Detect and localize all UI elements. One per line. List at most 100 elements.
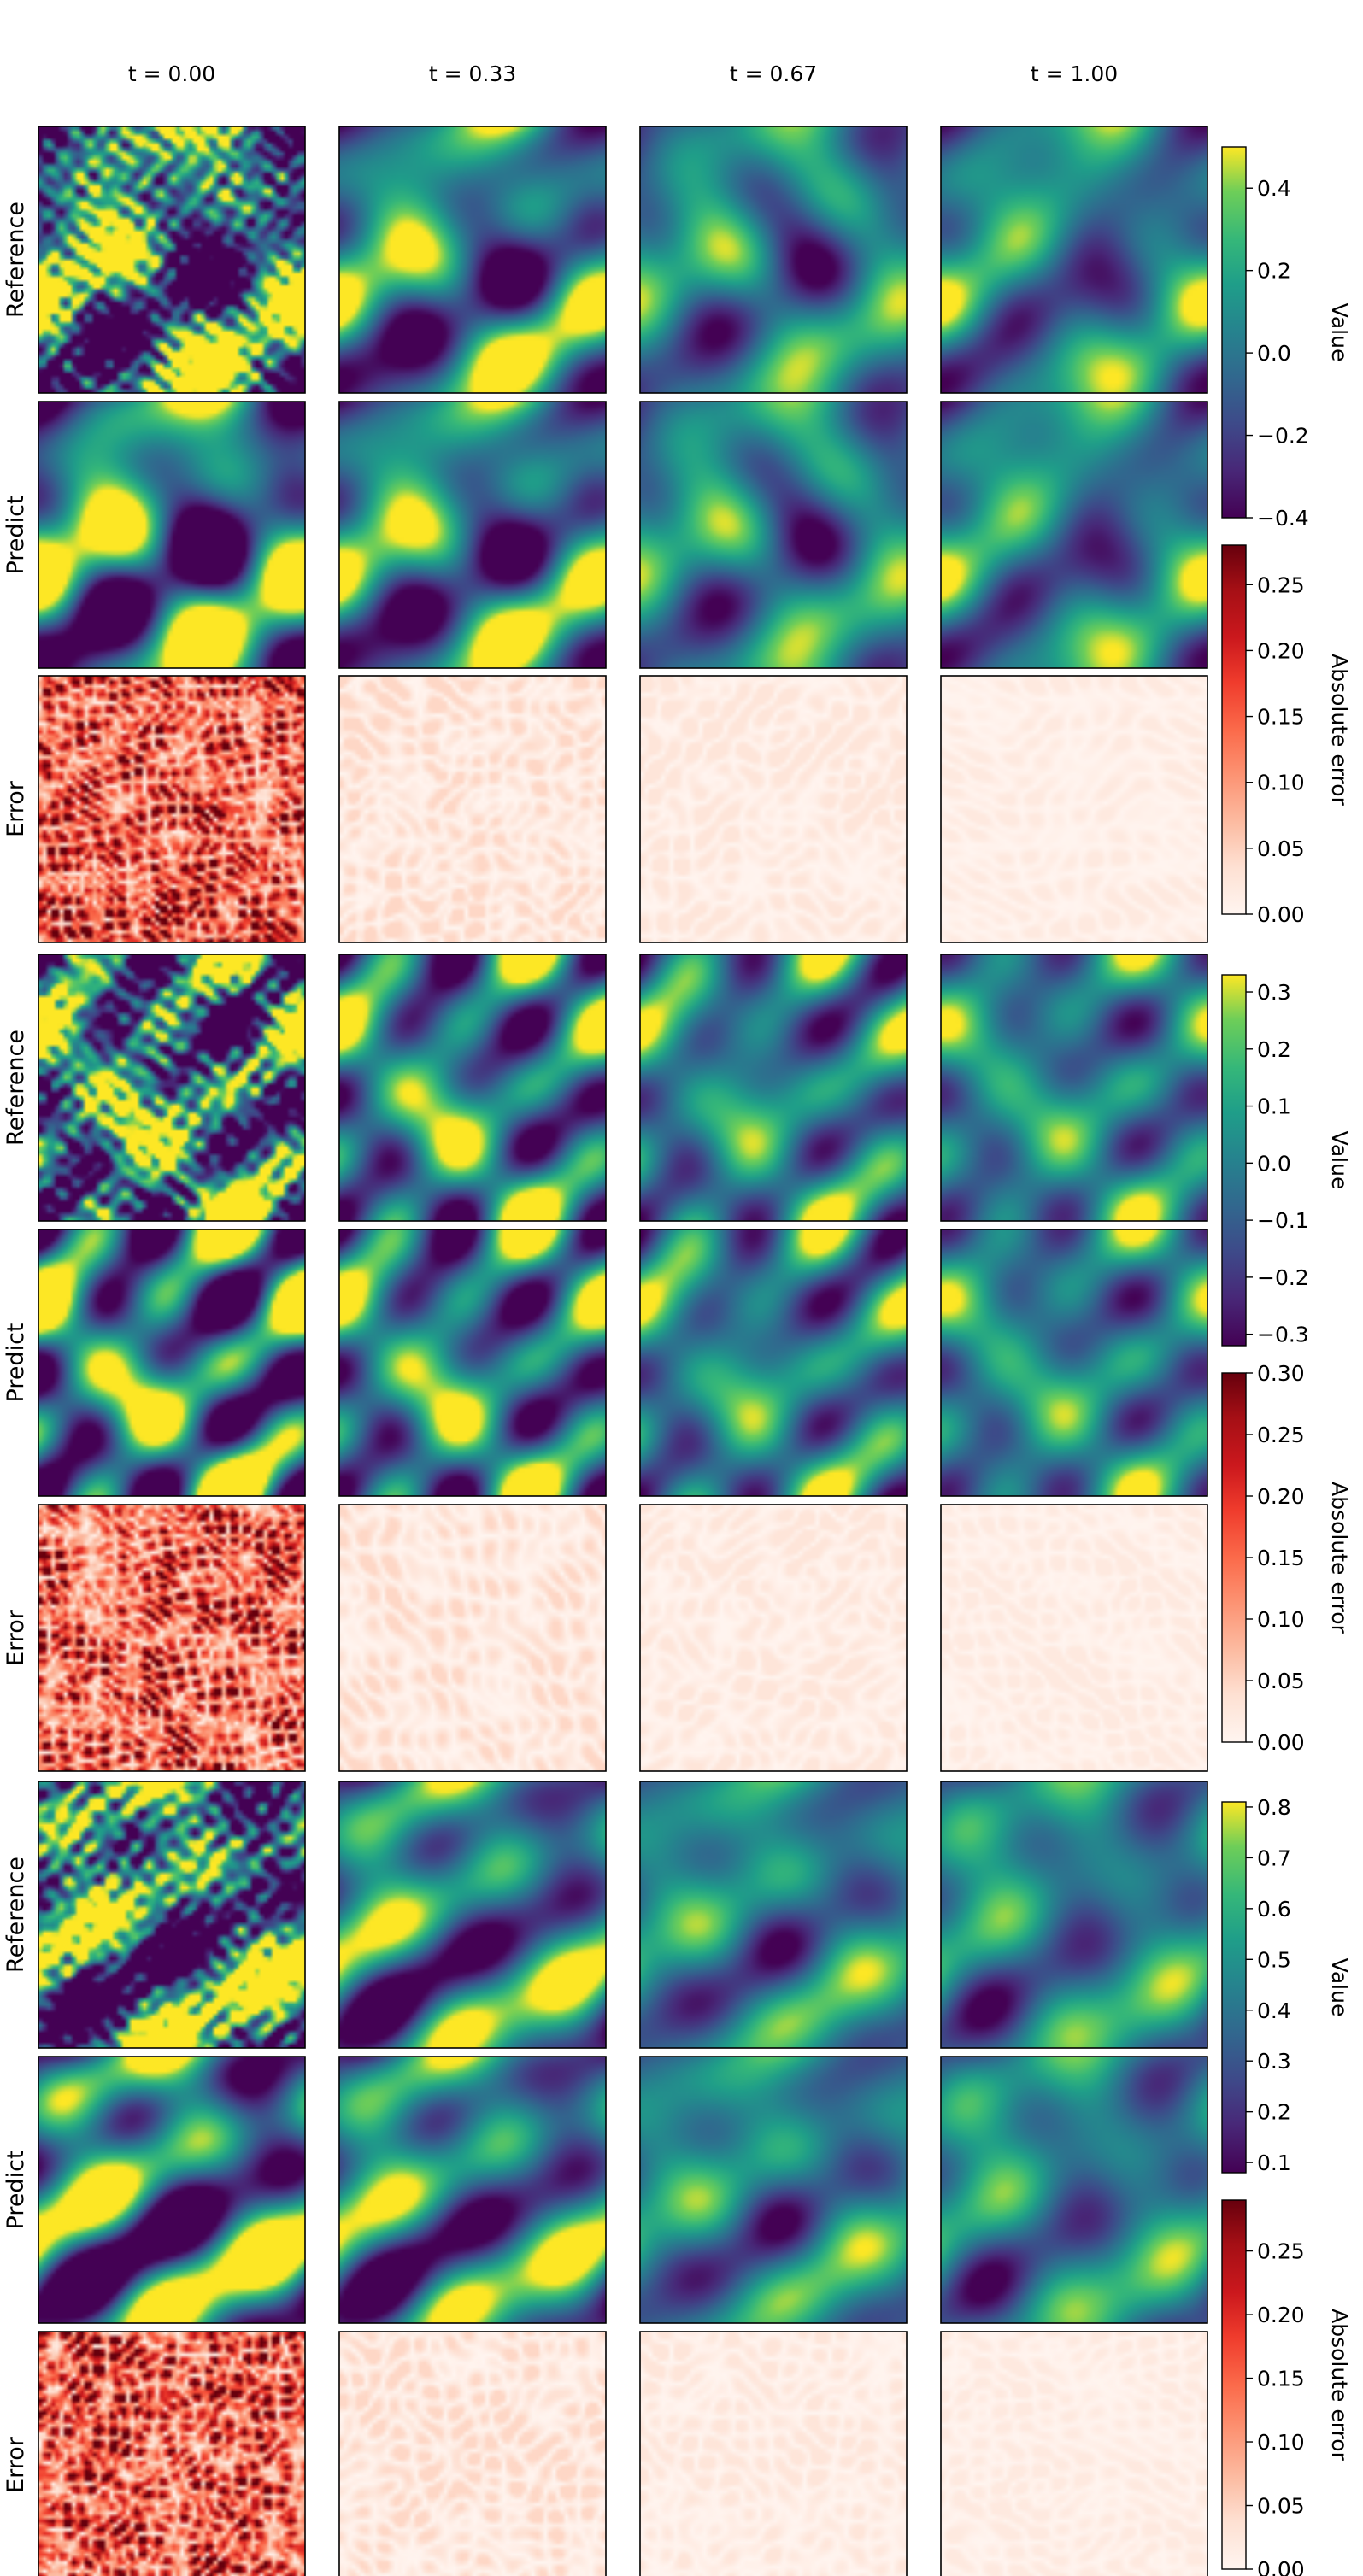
heatmap-panel-reference-g3-t1 bbox=[339, 1781, 606, 2048]
panel-frame bbox=[940, 126, 1208, 394]
colorbar-tick-label: 0.10 bbox=[1257, 1607, 1305, 1632]
panel-frame bbox=[338, 1504, 607, 1772]
colorbar-tick-label: 0.8 bbox=[1257, 1795, 1291, 1820]
heatmap-panel-reference-g2-t0 bbox=[38, 954, 305, 1221]
heatmap-panel-predict-g3-t3 bbox=[941, 2057, 1207, 2323]
row-label-reference: Reference bbox=[3, 202, 29, 318]
colorbar-tick-label: 0.3 bbox=[1257, 980, 1291, 1005]
heatmap-panel-error-g1-t3 bbox=[941, 676, 1207, 942]
colorbar-tick-label: 0.7 bbox=[1257, 1845, 1291, 1870]
heatmap-panel-error-g3-t3 bbox=[941, 2332, 1207, 2576]
heatmap-panel-reference-g3-t2 bbox=[640, 1781, 907, 2048]
value-colorbar-g2 bbox=[1221, 974, 1247, 1347]
panel-frame bbox=[639, 2056, 908, 2324]
panel-frame bbox=[38, 2331, 306, 2576]
value-colorbar-g1 bbox=[1221, 146, 1247, 519]
panel-frame bbox=[639, 1229, 908, 1497]
colorbar-tick-label: 0.3 bbox=[1257, 2049, 1291, 2074]
heatmap-panel-predict-g1-t1 bbox=[339, 402, 606, 668]
panel-frame bbox=[940, 401, 1208, 669]
heatmap-panel-reference-g3-t0 bbox=[38, 1781, 305, 2048]
panel-frame bbox=[639, 2331, 908, 2576]
heatmap-panel-error-g1-t2 bbox=[640, 676, 907, 942]
panel-frame bbox=[38, 675, 306, 943]
heatmap-panel-reference-g2-t1 bbox=[339, 954, 606, 1221]
panel-frame bbox=[940, 1504, 1208, 1772]
heatmap-panel-error-g1-t1 bbox=[339, 676, 606, 942]
colorbar-tick-label: 0.5 bbox=[1257, 1947, 1291, 1972]
colorbar-tick-label: 0.25 bbox=[1257, 572, 1305, 597]
heatmap-panel-error-g3-t2 bbox=[640, 2332, 907, 2576]
value-colorbar-label: Value bbox=[1327, 303, 1352, 362]
colorbar-tick-label: 0.2 bbox=[1257, 259, 1291, 284]
colorbar-tick-label: 0.20 bbox=[1257, 1484, 1305, 1509]
panel-frame bbox=[639, 954, 908, 1222]
colorbar-tick-label: 0.10 bbox=[1257, 771, 1305, 795]
colorbar-tick-label: 0.25 bbox=[1257, 1423, 1305, 1447]
heatmap-panel-predict-g1-t0 bbox=[38, 402, 305, 668]
row-label-error: Error bbox=[3, 1609, 29, 1666]
heatmap-panel-reference-g1-t0 bbox=[38, 126, 305, 393]
error-colorbar-label: Absolute error bbox=[1327, 1482, 1352, 1634]
panel-frame bbox=[639, 126, 908, 394]
colorbar-tick-label: 0.2 bbox=[1257, 2100, 1291, 2125]
panel-frame bbox=[940, 675, 1208, 943]
colorbar-tick-label: 0.15 bbox=[1257, 705, 1305, 730]
colorbar-tick-label: 0.4 bbox=[1257, 1998, 1291, 2023]
colorbar-tick-label: 0.00 bbox=[1257, 902, 1305, 927]
panel-frame bbox=[38, 401, 306, 669]
colorbar-tick-label: 0.15 bbox=[1257, 2367, 1305, 2391]
column-header-t1: t = 0.33 bbox=[429, 62, 516, 86]
row-label-predict: Predict bbox=[3, 496, 29, 575]
error-colorbar-label: Absolute error bbox=[1327, 654, 1352, 806]
panel-frame bbox=[338, 2056, 607, 2324]
colorbar-tick-label: 0.05 bbox=[1257, 2494, 1305, 2519]
error-colorbar-g1 bbox=[1221, 544, 1247, 915]
colorbar-tick-label: 0.1 bbox=[1257, 2151, 1291, 2175]
heatmap-panel-predict-g2-t3 bbox=[941, 1229, 1207, 1496]
heatmap-panel-error-g2-t2 bbox=[640, 1505, 907, 1771]
colorbar-tick-label: 0.00 bbox=[1257, 2557, 1305, 2576]
heatmap-panel-reference-g1-t1 bbox=[339, 126, 606, 393]
colorbar-tick-label: −0.1 bbox=[1257, 1208, 1309, 1233]
colorbar-tick-label: −0.2 bbox=[1257, 1265, 1309, 1290]
error-colorbar-g3 bbox=[1221, 2199, 1247, 2570]
heatmap-panel-error-g3-t0 bbox=[38, 2332, 305, 2576]
panel-frame bbox=[38, 1229, 306, 1497]
panel-frame bbox=[38, 954, 306, 1222]
panel-frame bbox=[639, 675, 908, 943]
colorbar-tick-label: 0.6 bbox=[1257, 1897, 1291, 1922]
colorbar-tick-label: 0.20 bbox=[1257, 2303, 1305, 2327]
panel-frame bbox=[940, 1229, 1208, 1497]
heatmap-panel-predict-g1-t2 bbox=[640, 402, 907, 668]
panel-frame bbox=[940, 2056, 1208, 2324]
panel-frame bbox=[940, 954, 1208, 1222]
heatmap-panel-predict-g2-t1 bbox=[339, 1229, 606, 1496]
heatmap-panel-predict-g2-t2 bbox=[640, 1229, 907, 1496]
heatmap-panel-reference-g2-t2 bbox=[640, 954, 907, 1221]
colorbar-tick-label: 0.0 bbox=[1257, 1151, 1291, 1176]
panel-frame bbox=[38, 1781, 306, 2049]
heatmap-panel-predict-g1-t3 bbox=[941, 402, 1207, 668]
panel-frame bbox=[338, 1781, 607, 2049]
heatmap-panel-error-g2-t1 bbox=[339, 1505, 606, 1771]
column-header-t0: t = 0.00 bbox=[128, 62, 215, 86]
row-label-predict: Predict bbox=[3, 1323, 29, 1403]
panel-frame bbox=[338, 1229, 607, 1497]
heatmap-panel-reference-g1-t2 bbox=[640, 126, 907, 393]
value-colorbar-label: Value bbox=[1327, 1958, 1352, 2017]
panel-frame bbox=[38, 1504, 306, 1772]
colorbar-tick-label: 0.1 bbox=[1257, 1094, 1291, 1119]
panel-frame bbox=[338, 401, 607, 669]
panel-frame bbox=[639, 1504, 908, 1772]
column-header-t3: t = 1.00 bbox=[1031, 62, 1118, 86]
error-colorbar-g2 bbox=[1221, 1372, 1247, 1743]
panel-frame bbox=[338, 2331, 607, 2576]
row-label-reference: Reference bbox=[3, 1030, 29, 1146]
colorbar-tick-label: 0.25 bbox=[1257, 2239, 1305, 2264]
heatmap-panel-predict-g3-t0 bbox=[38, 2057, 305, 2323]
row-label-reference: Reference bbox=[3, 1857, 29, 1973]
colorbar-tick-label: 0.4 bbox=[1257, 176, 1291, 201]
heatmap-panel-error-g1-t0 bbox=[38, 676, 305, 942]
